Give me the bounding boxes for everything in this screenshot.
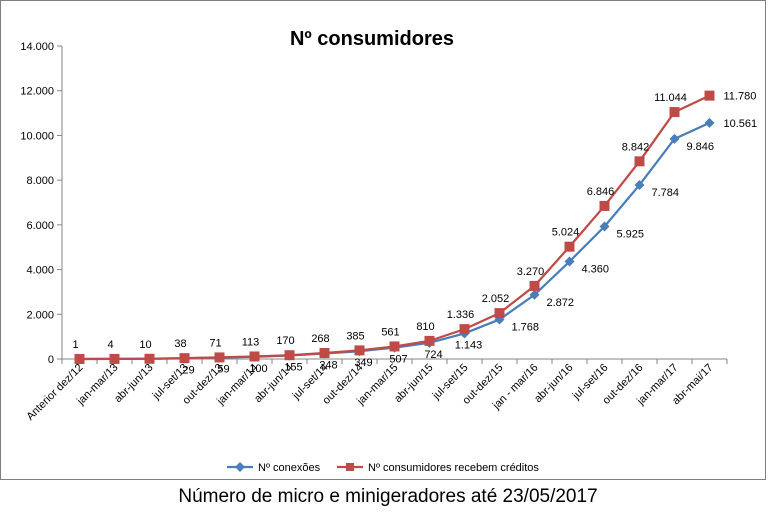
data-label: 29 bbox=[182, 364, 194, 376]
legend-label: Nº conexões bbox=[258, 462, 321, 474]
marker-square bbox=[74, 353, 85, 364]
marker-diamond bbox=[704, 117, 715, 128]
data-label: 1 bbox=[72, 339, 78, 351]
data-label: 561 bbox=[381, 326, 399, 338]
chart-frame bbox=[0, 0, 766, 480]
legend: Nº conexões Nº consumidores recebem crédi… bbox=[227, 462, 539, 474]
data-label: 5.925 bbox=[617, 229, 645, 241]
marker-square bbox=[459, 324, 470, 335]
marker-square bbox=[599, 200, 610, 211]
marker-square bbox=[354, 345, 365, 356]
y-tick-label: 0 bbox=[48, 354, 54, 366]
line-chart: Nº consumidores 0 2.000 4.000 6.000 8.000 10.… bbox=[20, 28, 757, 474]
data-label: 1.768 bbox=[512, 321, 540, 333]
marker-square bbox=[389, 341, 400, 352]
data-label: 11.044 bbox=[654, 92, 687, 104]
marker-square bbox=[704, 90, 715, 101]
data-label: 507 bbox=[389, 354, 407, 366]
marker-square bbox=[529, 280, 540, 291]
data-label: 248 bbox=[319, 359, 337, 371]
data-label: 8.842 bbox=[622, 141, 650, 153]
data-label: 10 bbox=[139, 339, 151, 351]
data-label: 3.270 bbox=[517, 266, 545, 278]
y-tick-label: 8.000 bbox=[26, 175, 54, 187]
legend-marker-square bbox=[346, 463, 354, 471]
marker-square bbox=[634, 156, 645, 167]
series-line-conexoes bbox=[79, 121, 710, 361]
data-label: 385 bbox=[346, 330, 364, 342]
y-tick-label: 14.000 bbox=[20, 41, 54, 53]
data-label: 810 bbox=[416, 321, 434, 333]
data-label: 11.780 bbox=[724, 91, 757, 103]
data-label: 113 bbox=[242, 336, 260, 348]
data-label: 4 bbox=[107, 339, 113, 351]
marker-square bbox=[144, 353, 155, 364]
marker-square bbox=[284, 350, 295, 361]
marker-square bbox=[424, 335, 435, 346]
y-tick-label: 6.000 bbox=[26, 220, 54, 232]
data-label: 724 bbox=[424, 349, 442, 361]
y-tick-label: 12.000 bbox=[20, 86, 54, 98]
marker-square bbox=[669, 107, 680, 118]
series-layer bbox=[74, 90, 715, 364]
marker-square bbox=[494, 308, 505, 319]
marker-square bbox=[214, 352, 225, 363]
data-label: 4.360 bbox=[582, 264, 610, 276]
marker-square bbox=[249, 351, 260, 362]
marker-diamond bbox=[669, 133, 680, 144]
data-label: 1.143 bbox=[455, 339, 483, 351]
data-label: 1.336 bbox=[447, 309, 475, 321]
data-label: 155 bbox=[284, 362, 302, 374]
data-label: 9.846 bbox=[687, 141, 715, 153]
legend-marker-diamond bbox=[235, 462, 245, 472]
y-tick-label: 10.000 bbox=[20, 130, 54, 142]
y-tick-label: 2.000 bbox=[26, 309, 54, 321]
series-line-consumidores bbox=[79, 94, 710, 361]
marker-diamond bbox=[529, 289, 540, 300]
x-tick-label: Anterior dez/12 bbox=[24, 362, 85, 423]
data-label: 10.561 bbox=[724, 118, 758, 130]
marker-square bbox=[564, 241, 575, 252]
data-label: 5.024 bbox=[552, 227, 580, 239]
marker-square bbox=[179, 353, 190, 364]
data-label: 268 bbox=[311, 333, 329, 345]
data-labels: 29 59 100 155 248 349 507 724 1.143 1.768 2.872 4.3… bbox=[72, 91, 757, 377]
data-label: 6.846 bbox=[587, 186, 615, 198]
marker-diamond bbox=[564, 256, 575, 267]
data-label: 100 bbox=[249, 363, 267, 375]
data-label: 2.872 bbox=[547, 297, 575, 309]
marker-diamond bbox=[599, 221, 610, 232]
y-tick-label: 4.000 bbox=[26, 265, 54, 277]
marker-square bbox=[109, 353, 120, 364]
data-label: 71 bbox=[209, 337, 221, 349]
data-label: 170 bbox=[276, 335, 294, 347]
data-label: 349 bbox=[354, 357, 372, 369]
marker-square bbox=[319, 348, 330, 359]
data-label: 38 bbox=[174, 338, 186, 350]
data-label: 59 bbox=[217, 364, 229, 376]
figure-caption: Número de micro e minigeradores até 23/0… bbox=[178, 486, 598, 507]
data-label: 7.784 bbox=[652, 187, 680, 199]
chart-title: Nº consumidores bbox=[290, 28, 454, 50]
legend-label: Nº consumidores recebem créditos bbox=[368, 462, 539, 474]
data-label: 2.052 bbox=[482, 293, 510, 305]
marker-diamond bbox=[634, 179, 645, 190]
